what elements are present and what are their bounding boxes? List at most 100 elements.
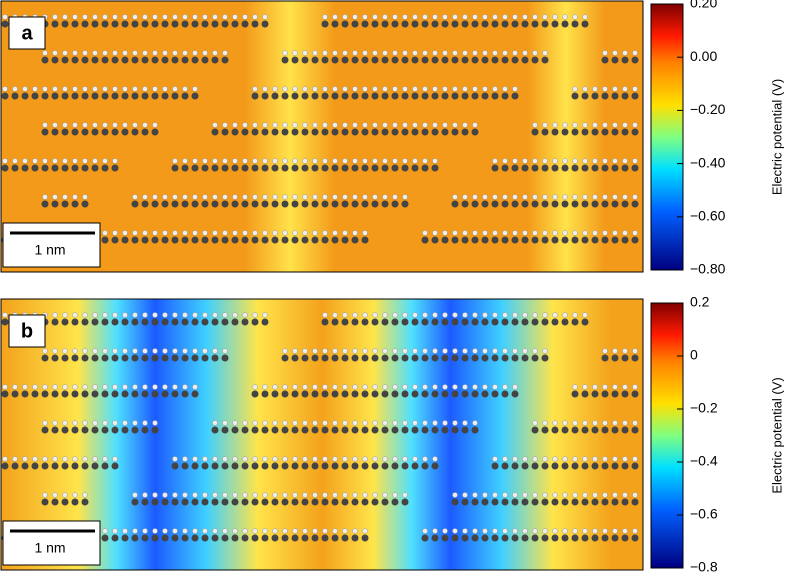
carbon xyxy=(591,390,599,398)
carbon xyxy=(221,20,229,28)
carbon xyxy=(281,534,289,542)
hydrogen xyxy=(32,158,38,164)
hydrogen xyxy=(272,420,278,426)
hydrogen xyxy=(122,14,128,20)
hydrogen xyxy=(92,348,98,354)
carbon xyxy=(571,462,579,470)
carbon xyxy=(561,534,569,542)
carbon xyxy=(241,200,249,208)
hydrogen xyxy=(282,122,288,128)
carbon xyxy=(401,498,409,506)
scale-bar-box xyxy=(2,520,101,566)
carbon xyxy=(451,318,459,326)
carbon xyxy=(361,200,369,208)
carbon xyxy=(111,164,119,172)
hydrogen xyxy=(502,158,508,164)
hydrogen xyxy=(72,312,78,318)
hydrogen xyxy=(482,194,488,200)
carbon xyxy=(501,164,509,172)
carbon xyxy=(371,128,379,136)
hydrogen xyxy=(572,456,578,462)
carbon xyxy=(311,534,319,542)
hydrogen xyxy=(292,492,298,498)
hydrogen xyxy=(612,348,618,354)
carbon xyxy=(631,498,639,506)
carbon xyxy=(571,128,579,136)
carbon xyxy=(581,318,589,326)
carbon xyxy=(31,92,39,100)
carbon xyxy=(211,200,219,208)
hydrogen xyxy=(152,384,158,390)
hydrogen xyxy=(422,348,428,354)
hydrogen xyxy=(232,420,238,426)
hydrogen xyxy=(402,492,408,498)
hydrogen xyxy=(242,528,248,534)
carbon xyxy=(601,164,609,172)
hydrogen xyxy=(362,122,368,128)
carbon xyxy=(431,390,439,398)
hydrogen xyxy=(512,348,518,354)
carbon xyxy=(111,426,119,434)
carbon xyxy=(281,498,289,506)
hydrogen xyxy=(192,384,198,390)
carbon xyxy=(491,200,499,208)
hydrogen xyxy=(532,194,538,200)
carbon xyxy=(591,164,599,172)
carbon xyxy=(221,200,229,208)
carbon xyxy=(631,534,639,542)
carbon xyxy=(261,236,269,244)
hydrogen xyxy=(412,14,418,20)
hydrogen xyxy=(252,312,258,318)
hydrogen xyxy=(162,312,168,318)
carbon xyxy=(511,318,519,326)
carbon xyxy=(451,236,459,244)
carbon xyxy=(171,56,179,64)
carbon xyxy=(151,200,159,208)
carbon xyxy=(541,56,549,64)
carbon xyxy=(341,92,349,100)
hydrogen xyxy=(442,230,448,236)
carbon xyxy=(471,128,479,136)
hydrogen xyxy=(422,528,428,534)
carbon xyxy=(401,318,409,326)
carbon xyxy=(351,390,359,398)
hydrogen xyxy=(282,86,288,92)
hydrogen xyxy=(172,492,178,498)
hydrogen xyxy=(112,158,118,164)
hydrogen xyxy=(152,348,158,354)
hydrogen xyxy=(562,14,568,20)
hydrogen xyxy=(282,420,288,426)
hydrogen xyxy=(462,230,468,236)
carbon xyxy=(131,498,139,506)
carbon xyxy=(61,56,69,64)
hydrogen xyxy=(492,50,498,56)
carbon xyxy=(111,354,119,362)
hydrogen xyxy=(282,50,288,56)
carbon xyxy=(181,390,189,398)
carbon xyxy=(511,92,519,100)
carbon xyxy=(201,200,209,208)
hydrogen xyxy=(102,456,108,462)
carbon xyxy=(91,164,99,172)
hydrogen xyxy=(212,456,218,462)
hydrogen xyxy=(492,348,498,354)
carbon xyxy=(331,534,339,542)
hydrogen xyxy=(332,230,338,236)
hydrogen xyxy=(222,50,228,56)
hydrogen xyxy=(172,158,178,164)
hydrogen xyxy=(182,14,188,20)
hydrogen xyxy=(302,50,308,56)
carbon xyxy=(361,56,369,64)
carbon xyxy=(341,354,349,362)
carbon xyxy=(351,236,359,244)
hydrogen xyxy=(432,14,438,20)
hydrogen xyxy=(582,194,588,200)
carbon xyxy=(431,92,439,100)
hydrogen xyxy=(312,158,318,164)
carbon xyxy=(51,200,59,208)
hydrogen xyxy=(212,158,218,164)
carbon xyxy=(331,426,339,434)
carbon xyxy=(1,92,9,100)
hydrogen xyxy=(352,456,358,462)
